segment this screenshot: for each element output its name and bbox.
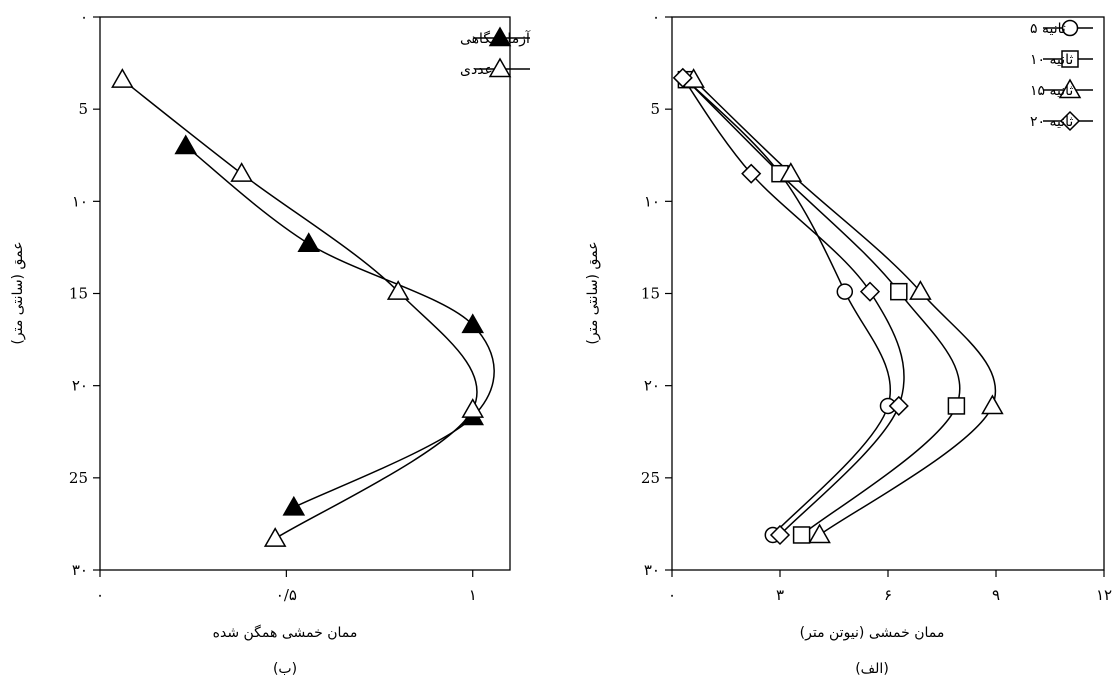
legend-marker <box>1058 78 1082 99</box>
y-tick-label: 5 <box>78 100 88 118</box>
panel-label: (ب) <box>273 661 297 677</box>
y-tick-label: ۲۰ <box>72 377 88 395</box>
data-point <box>909 280 932 300</box>
x-tick-label: ۶ <box>884 586 892 604</box>
y-axis-label: عمق (سانتی متر) <box>10 241 26 344</box>
axis-ticks: ۰ 5 ۱۰ 15 ۲۰ 25 ۳۰ ۰ ۳ ۶ ۹ ۱۲ <box>641 8 1112 604</box>
series-line <box>685 79 891 536</box>
x-tick-label: ۱ <box>469 586 477 604</box>
data-point <box>888 395 909 417</box>
data-point <box>808 523 831 544</box>
data-point <box>741 163 762 184</box>
data-point <box>836 283 854 300</box>
legend: آزمایشگاهی عددی <box>460 26 531 78</box>
y-tick-label: ۲۰ <box>644 377 660 395</box>
y-tick-label: 15 <box>641 285 660 303</box>
data-point <box>263 527 287 547</box>
legend-marker <box>488 26 512 47</box>
y-tick-label: 25 <box>69 469 88 487</box>
y-tick-label: ۱۰ <box>72 192 88 210</box>
series-markers <box>672 67 1004 546</box>
legend-marker <box>488 57 512 78</box>
series-line <box>121 79 478 540</box>
legend-marker <box>1061 19 1079 37</box>
data-point <box>111 68 134 88</box>
data-point <box>890 282 908 301</box>
data-point <box>672 67 693 88</box>
legend-label: ثانیه ۱۵ <box>1030 83 1073 99</box>
legend-label: عددی <box>460 62 493 78</box>
x-tick-label: ۹ <box>992 586 1000 604</box>
x-axis-label: ممان خمشی (نیوتن متر) <box>800 625 945 641</box>
y-tick-label: ۳۰ <box>644 561 660 579</box>
y-tick-label: ۰ <box>652 8 660 26</box>
data-point <box>981 394 1004 415</box>
data-point <box>792 526 811 544</box>
legend-label: ثانیه ۱۰ <box>1030 52 1073 68</box>
legend-marker <box>1061 50 1079 68</box>
series-lines <box>682 77 997 536</box>
series-line <box>185 145 495 508</box>
data-point <box>297 232 321 252</box>
y-tick-label: 25 <box>641 469 660 487</box>
data-point <box>174 134 198 155</box>
data-point <box>859 281 881 302</box>
data-point <box>386 280 410 300</box>
plot-frame <box>671 16 1105 571</box>
panel-label: (الف) <box>855 661 889 677</box>
legend: ثانیه ۵ ثانیه ۱۰ ثانیه ۱۵ ثانیه ۲۰ <box>1030 19 1093 132</box>
data-point <box>769 524 791 546</box>
series-markers <box>111 68 485 547</box>
data-point <box>282 495 306 516</box>
y-tick-label: 5 <box>650 100 660 118</box>
x-tick-label: ۳ <box>776 586 784 604</box>
data-point <box>947 397 966 415</box>
x-tick-label: ۰/۵ <box>276 586 297 604</box>
legend-label: آزمایشگاهی <box>460 30 531 47</box>
x-tick-label: ۰ <box>96 586 104 604</box>
y-tick-label: ۱۰ <box>644 192 660 210</box>
legend-label: ثانیه ۵ <box>1030 21 1066 37</box>
data-point <box>230 162 253 182</box>
data-point <box>779 162 803 182</box>
y-tick-label: ۰ <box>80 8 88 26</box>
legend-label: ثانیه ۲۰ <box>1030 114 1073 130</box>
legend-marker <box>1059 110 1081 132</box>
y-axis-label: عمق (سانتی متر) <box>585 241 601 344</box>
series-line <box>685 79 961 536</box>
data-point <box>461 398 485 418</box>
y-tick-label: 15 <box>69 285 88 303</box>
data-point <box>461 313 485 334</box>
y-tick-label: ۳۰ <box>72 561 88 579</box>
x-axis-label: ممان خمشی همگن شده <box>213 624 358 641</box>
x-tick-label: ۰ <box>668 586 676 604</box>
axis-ticks: ۰ 5 ۱۰ 15 ۲۰ 25 ۳۰ ۰ ۰/۵ ۱ <box>69 8 477 604</box>
plot-frame <box>99 16 511 571</box>
series-line <box>682 77 905 536</box>
panel-normalized-moment: ۰ 5 ۱۰ 15 ۲۰ 25 ۳۰ ۰ ۰/۵ ۱ آزمایشگاهی عددی ممان خم… <box>10 8 531 677</box>
x-tick-label: ۱۲ <box>1096 586 1112 604</box>
